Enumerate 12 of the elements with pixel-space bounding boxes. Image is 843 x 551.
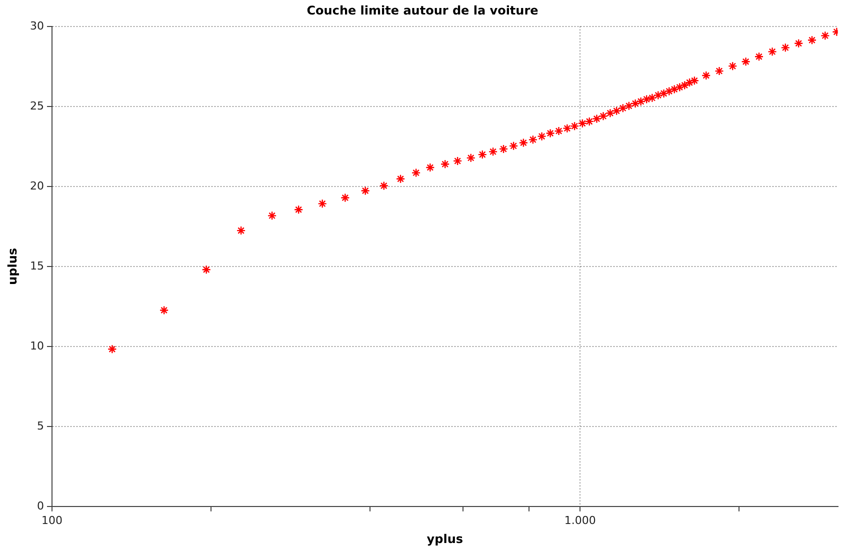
y-tick-label: 10 <box>30 339 44 352</box>
x-tick-label: 1.000 <box>564 514 596 527</box>
y-tick-label: 15 <box>30 259 44 272</box>
x-tick-label: 100 <box>42 514 62 527</box>
x-axis-title: yplus <box>426 532 464 546</box>
chart-title: Couche limite autour de la voiture <box>306 3 538 18</box>
y-tick-label: 0 <box>37 499 44 512</box>
y-tick-label: 5 <box>37 419 44 432</box>
y-tick-label: 25 <box>30 99 44 112</box>
y-tick-label: 30 <box>30 19 44 32</box>
y-axis-title: uplus <box>5 248 20 285</box>
y-tick-label: 20 <box>30 179 44 192</box>
